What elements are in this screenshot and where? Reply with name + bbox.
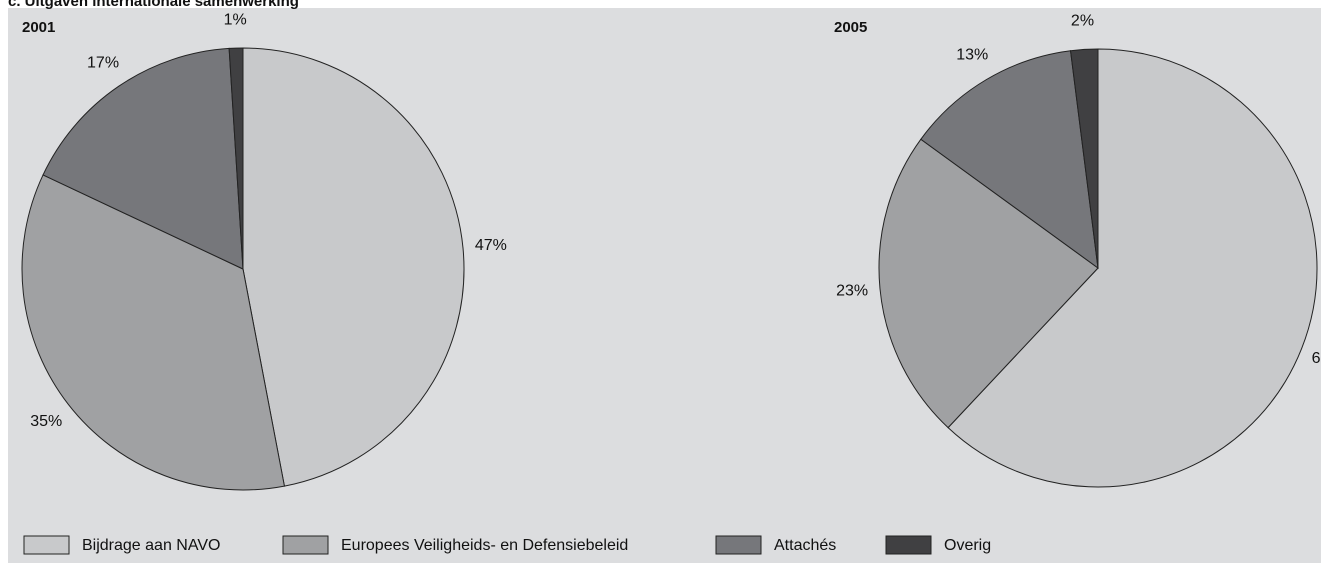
chart-title: c. Uitgaven internationale samenwerking: [8, 0, 299, 10]
pie-slice: [1069, 48, 1099, 269]
pie-slice: [21, 174, 285, 491]
pie-slice: [228, 47, 244, 270]
data-label: 17%: [87, 54, 119, 71]
legend-label: Overig: [944, 537, 991, 554]
data-label: 47%: [475, 237, 507, 254]
data-label: 1%: [224, 11, 247, 28]
data-label: 62%: [1312, 350, 1321, 367]
data-label: 23%: [836, 282, 868, 299]
pie-slice: [920, 50, 1099, 270]
legend-swatch: [885, 535, 932, 555]
legend-swatch: [23, 535, 70, 555]
pie-slice: [42, 47, 244, 270]
legend-label: Europees Veiligheids- en Defensiebeleid: [341, 537, 628, 554]
legend-swatch: [715, 535, 762, 555]
pie-slice: [242, 47, 465, 487]
pie-title: 2001: [22, 19, 55, 36]
legend-label: Attachés: [774, 537, 836, 554]
pie-slice: [947, 48, 1318, 488]
data-label: 13%: [956, 47, 988, 64]
data-label: 35%: [30, 413, 62, 430]
data-label: 2%: [1071, 13, 1094, 30]
pie-title: 2005: [834, 19, 867, 36]
legend-swatch: [282, 535, 329, 555]
pie-slice: [878, 138, 1099, 429]
legend-label: Bijdrage aan NAVO: [82, 537, 220, 554]
